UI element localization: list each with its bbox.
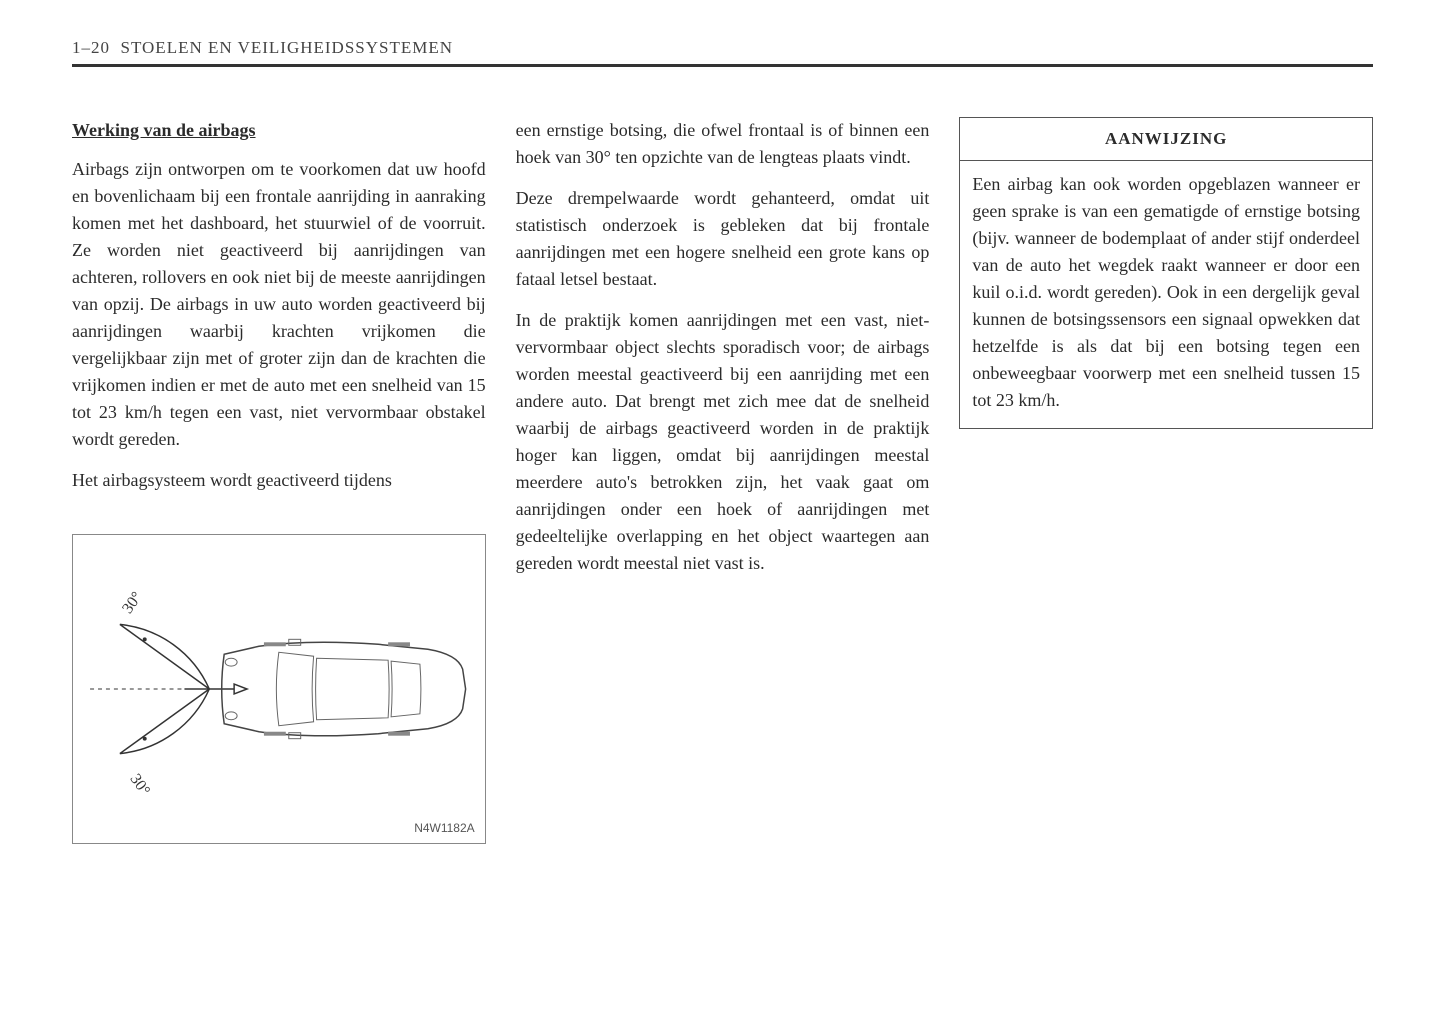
- body-paragraph: Deze drempelwaarde wordt gehanteerd, omd…: [516, 185, 930, 293]
- body-paragraph: een ernstige botsing, die ofwel frontaal…: [516, 117, 930, 171]
- svg-text:30°: 30°: [119, 589, 146, 617]
- svg-text:30°: 30°: [127, 771, 154, 799]
- figure-label: N4W1182A: [414, 819, 474, 837]
- column-1: Werking van de airbags Airbags zijn ontw…: [72, 117, 486, 844]
- car-outline-icon: [222, 639, 466, 738]
- figure-car-angle: 30° 30°: [72, 534, 486, 844]
- notice-body: Een airbag kan ook worden opgeblazen wan…: [960, 161, 1372, 428]
- section-title: STOELEN EN VEILIGHEIDSSYSTEMEN: [121, 38, 454, 57]
- body-paragraph: In de praktijk komen aanrijdingen met ee…: [516, 307, 930, 577]
- content-columns: Werking van de airbags Airbags zijn ontw…: [72, 117, 1373, 844]
- column-2: een ernstige botsing, die ofwel frontaal…: [516, 117, 930, 844]
- page-header: 1–20 STOELEN EN VEILIGHEIDSSYSTEMEN: [72, 38, 1373, 58]
- notice-box: AANWIJZING Een airbag kan ook worden opg…: [959, 117, 1373, 429]
- body-paragraph: Het airbagsysteem wordt geactiveerd tijd…: [72, 467, 486, 494]
- column-3: AANWIJZING Een airbag kan ook worden opg…: [959, 117, 1373, 844]
- section-heading: Werking van de airbags: [72, 117, 486, 144]
- page-number: 1–20: [72, 38, 110, 57]
- body-paragraph: Airbags zijn ontworpen om te voorkomen d…: [72, 156, 486, 453]
- car-diagram-svg: 30° 30°: [73, 535, 485, 843]
- header-rule: [72, 64, 1373, 67]
- notice-title: AANWIJZING: [960, 118, 1372, 161]
